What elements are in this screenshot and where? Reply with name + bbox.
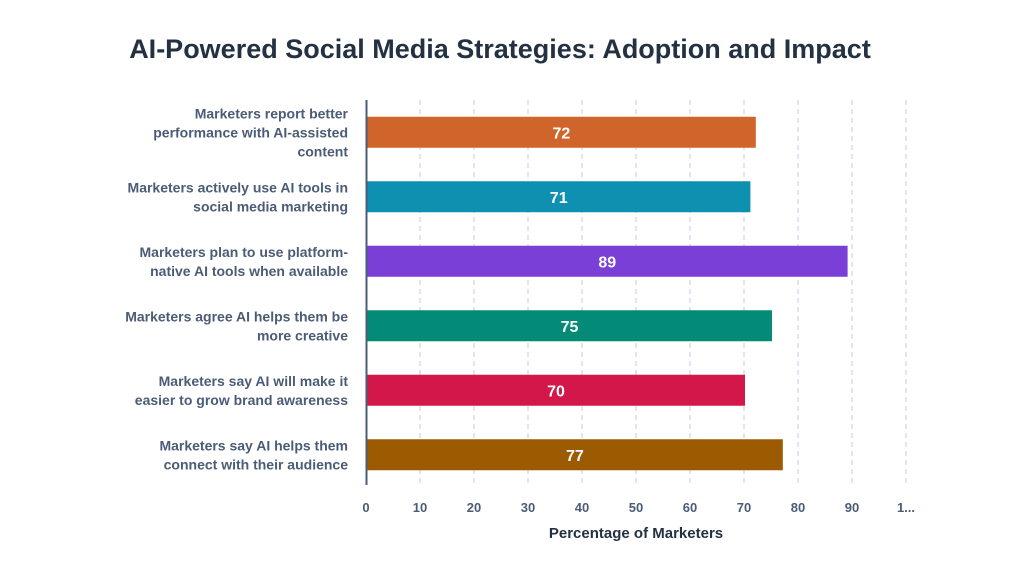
category-label: easier to grow brand awareness bbox=[135, 392, 348, 408]
x-tick-label: 0 bbox=[362, 500, 369, 515]
x-tick-label: 80 bbox=[791, 500, 805, 515]
x-tick-label: 1... bbox=[897, 500, 915, 515]
category-label: native AI tools when available bbox=[150, 263, 348, 279]
x-axis-ticks: 0 10 20 30 40 50 60 70 80 90 1... bbox=[362, 500, 915, 515]
category-label: Marketers say AI helps them bbox=[159, 437, 348, 453]
x-axis-title: Percentage of Marketers bbox=[549, 525, 723, 542]
category-label: Marketers report better bbox=[195, 105, 349, 121]
x-tick-label: 60 bbox=[683, 500, 697, 515]
category-label: connect with their audience bbox=[164, 456, 349, 472]
category-label: performance with AI-assisted bbox=[153, 124, 348, 140]
x-tick-label: 90 bbox=[845, 500, 859, 515]
category-labels: Marketers report better performance with … bbox=[125, 105, 348, 472]
bar bbox=[367, 310, 772, 342]
x-tick-label: 20 bbox=[467, 500, 481, 515]
category-label: social media marketing bbox=[193, 198, 348, 214]
bars: 72 71 89 75 70 77 bbox=[367, 116, 848, 471]
bar bbox=[367, 181, 751, 213]
bar-value-label: 70 bbox=[547, 383, 565, 400]
category-label: Marketers plan to use platform- bbox=[140, 244, 349, 260]
category-label: Marketers say AI will make it bbox=[159, 373, 349, 389]
category-label: more creative bbox=[257, 327, 348, 343]
bar-value-label: 77 bbox=[566, 448, 584, 465]
bar-value-label: 72 bbox=[553, 125, 571, 142]
chart-title: AI-Powered Social Media Strategies: Adop… bbox=[129, 34, 871, 64]
grid-lines bbox=[419, 100, 907, 485]
bar bbox=[367, 245, 848, 277]
x-tick-label: 70 bbox=[737, 500, 751, 515]
x-tick-label: 30 bbox=[521, 500, 535, 515]
bar-value-label: 71 bbox=[550, 190, 568, 207]
bar bbox=[367, 374, 745, 406]
x-tick-label: 50 bbox=[629, 500, 643, 515]
bar bbox=[367, 439, 783, 471]
x-tick-label: 40 bbox=[575, 500, 589, 515]
bar bbox=[367, 116, 756, 148]
category-label: Marketers agree AI helps them be bbox=[125, 308, 348, 324]
bar-value-label: 89 bbox=[598, 254, 616, 271]
x-tick-label: 10 bbox=[413, 500, 427, 515]
category-label: content bbox=[297, 143, 348, 159]
bar-value-label: 75 bbox=[561, 319, 579, 336]
category-label: Marketers actively use AI tools in bbox=[128, 179, 348, 195]
